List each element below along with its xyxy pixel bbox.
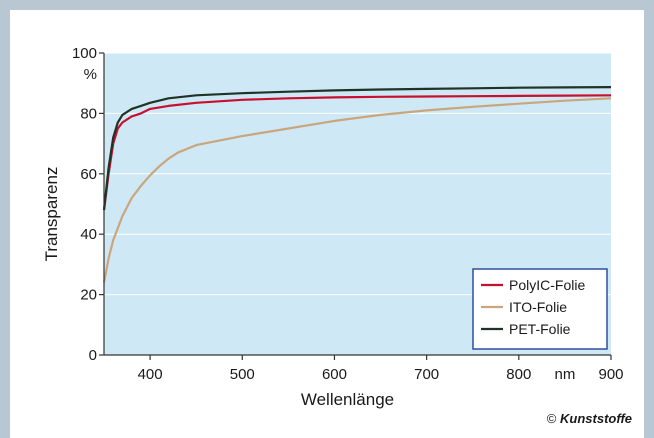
y-tick-label-20: 20 (80, 287, 97, 304)
y-tick-label-40: 40 (80, 226, 97, 243)
legend-label-2: PET-Folie (509, 321, 571, 337)
line-chart: 0 20 40 60 80 100 400 500 600 700 800 900 % nm Tran… (42, 45, 624, 409)
x-tick-label-700: 700 (414, 366, 439, 383)
legend-label-1: ITO-Folie (509, 299, 567, 315)
legend: PolyIC-Folie ITO-Folie PET-Folie (472, 268, 608, 350)
copyright-symbol: © (546, 411, 557, 426)
y-unit-label: % (84, 66, 97, 83)
chart-frame: 0 20 40 60 80 100 400 500 600 700 800 900 % nm Tran… (10, 10, 644, 438)
y-tick-label-80: 80 (80, 105, 97, 122)
y-tick-label-100: 100 (72, 45, 97, 62)
axes (99, 52, 612, 360)
x-axis-label: Wellenlänge (301, 390, 394, 409)
y-tick-label-60: 60 (80, 166, 97, 183)
series-line-pet-folie (102, 86, 612, 211)
legend-label-0: PolyIC-Folie (509, 277, 585, 293)
x-tick-label-400: 400 (138, 366, 163, 383)
x-tick-label-900: 900 (598, 366, 623, 383)
y-tick-label-0: 0 (89, 347, 97, 364)
series-line-polyic-folie (102, 94, 612, 211)
x-tick-label-800: 800 (506, 366, 531, 383)
copyright-brand: Kunststoffe (560, 411, 632, 426)
series-layer (102, 86, 612, 283)
legend-box (472, 268, 608, 350)
x-tick-label-600: 600 (322, 366, 347, 383)
copyright-notice: © Kunststoffe (547, 411, 632, 426)
x-tick-label-500: 500 (230, 366, 255, 383)
series-line-ito-folie (102, 97, 612, 283)
y-axis-label: Transparenz (42, 167, 61, 262)
tick-labels: 0 20 40 60 80 100 400 500 600 700 800 900 (72, 45, 624, 383)
x-unit-label: nm (554, 366, 575, 383)
